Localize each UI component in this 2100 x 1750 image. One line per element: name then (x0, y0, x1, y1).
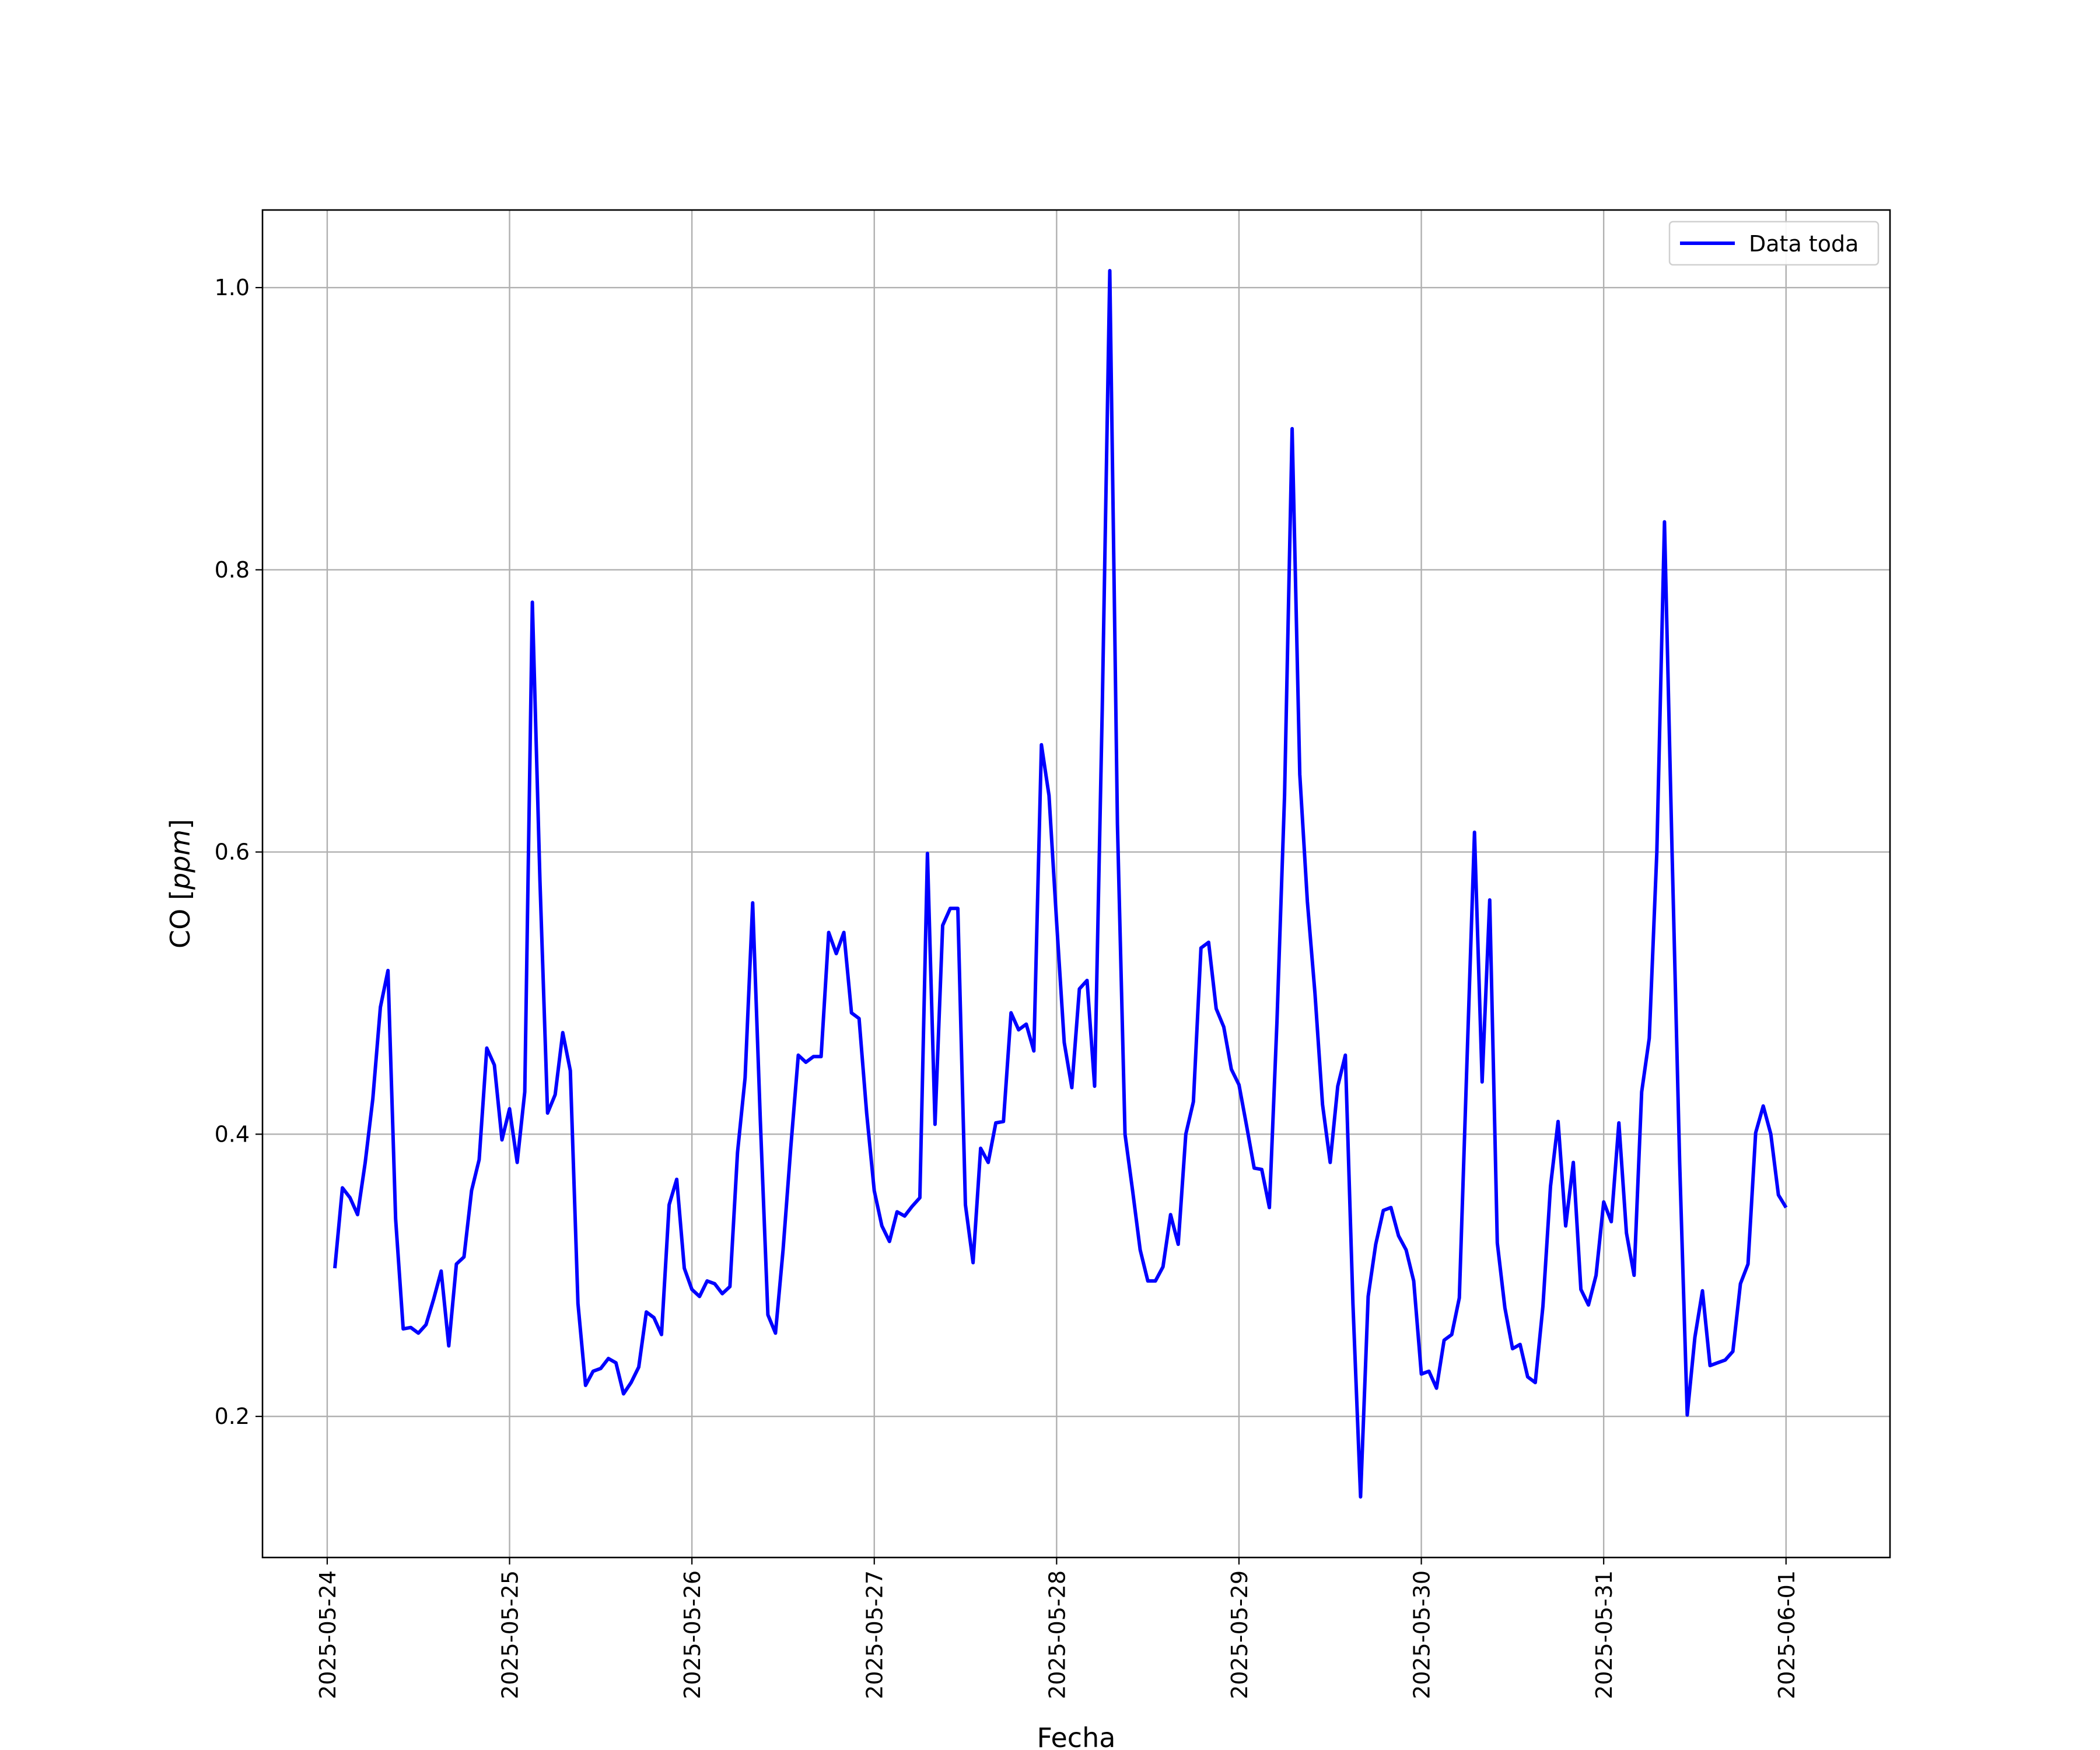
x-tick-label: 2025-05-27 (862, 1570, 888, 1699)
y-axis-label-suffix: ] (164, 819, 196, 830)
plot-frame (261, 209, 1891, 1559)
x-tick-label: 2025-05-31 (1591, 1570, 1617, 1699)
x-tick-label: 2025-05-28 (1044, 1570, 1070, 1699)
x-tick-label: 2025-05-26 (680, 1570, 705, 1699)
x-tick-label: 2025-06-01 (1774, 1570, 1800, 1699)
legend-label: Data toda (1749, 231, 1859, 257)
series-line-data-toda (333, 269, 1788, 1499)
x-tick-label: 2025-05-24 (315, 1570, 341, 1699)
y-tick-label: 0.6 (215, 839, 250, 865)
x-tick-label: 2025-05-25 (498, 1570, 523, 1699)
y-tick-label: 0.8 (215, 557, 250, 583)
y-tick-label: 1.0 (215, 275, 250, 300)
y-tick-label: 0.2 (215, 1404, 250, 1429)
y-axis-label-prefix: CO [ (164, 890, 196, 949)
y-tick-label: 0.4 (215, 1121, 250, 1147)
y-axis-label-unit: ppm (164, 830, 196, 890)
x-tick-label: 2025-05-29 (1227, 1570, 1252, 1699)
x-axis-label: Fecha (1037, 1722, 1116, 1750)
y-axis-label: CO [ppm] (164, 819, 196, 949)
y-axis-ticks: 0.2 0.4 0.6 0.8 1.0 (215, 275, 262, 1429)
x-tick-label: 2025-05-30 (1409, 1570, 1435, 1699)
x-axis-ticks: 2025-05-24 2025-05-25 2025-05-26 2025-05-27… (315, 1558, 1800, 1699)
legend: Data toda (1668, 220, 1880, 266)
legend-box (1668, 220, 1880, 266)
x-gridlines (326, 210, 1787, 1558)
